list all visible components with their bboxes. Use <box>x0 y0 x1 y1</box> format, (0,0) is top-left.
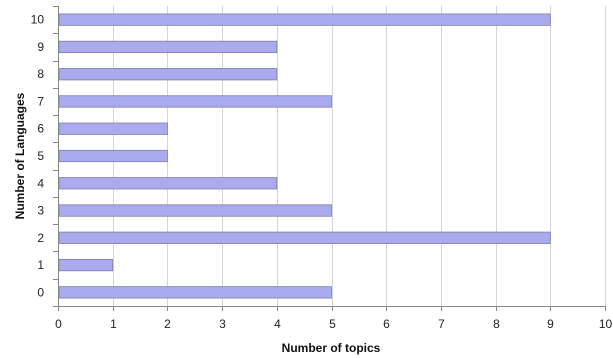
bar-5 <box>58 149 168 163</box>
bar-1 <box>58 258 114 272</box>
bar-6 <box>58 122 168 135</box>
y-tick-label: 10 <box>31 13 45 27</box>
x-tick-label: 4 <box>274 317 281 331</box>
bar-3 <box>58 204 332 217</box>
x-tick-label: 1 <box>110 317 117 331</box>
y-tick-label: 0 <box>37 285 44 299</box>
x-tick-label: 6 <box>383 317 390 331</box>
bars <box>58 13 551 299</box>
bar-9 <box>58 40 278 54</box>
x-tick-label: 2 <box>164 317 171 331</box>
y-tick-label: 7 <box>37 94 44 108</box>
gridlines <box>113 6 606 306</box>
y-tick-label: 5 <box>37 149 44 163</box>
x-tick-label: 3 <box>219 317 226 331</box>
bar-0 <box>58 286 332 299</box>
y-tick-label: 9 <box>37 40 44 54</box>
x-tick-label: 5 <box>329 317 336 331</box>
x-tick-label: 10 <box>599 317 613 331</box>
x-tick-label: 0 <box>55 317 62 331</box>
bar-4 <box>58 177 278 190</box>
y-tick-label: 3 <box>37 204 44 218</box>
y-tick-label: 8 <box>37 67 44 81</box>
y-tick-labels: 0 1 2 3 4 5 6 7 8 9 10 <box>31 13 45 300</box>
bar-2 <box>58 231 551 244</box>
x-tick-label: 8 <box>493 317 500 331</box>
axes <box>53 6 606 311</box>
bar-10 <box>58 13 551 26</box>
x-tick-label: 7 <box>438 317 445 331</box>
x-tick-label: 9 <box>547 317 554 331</box>
y-tick-label: 6 <box>37 122 44 136</box>
bar-7 <box>58 95 332 108</box>
y-tick-label: 1 <box>37 258 44 272</box>
y-tick-label: 2 <box>37 231 44 245</box>
y-axis-title: Number of Languages <box>13 92 27 219</box>
x-tick-labels: 0 1 2 3 4 5 6 7 8 9 10 <box>55 317 612 331</box>
x-axis-title: Number of topics <box>282 341 381 355</box>
bar-8 <box>58 68 278 81</box>
y-tick-label: 4 <box>37 176 44 190</box>
